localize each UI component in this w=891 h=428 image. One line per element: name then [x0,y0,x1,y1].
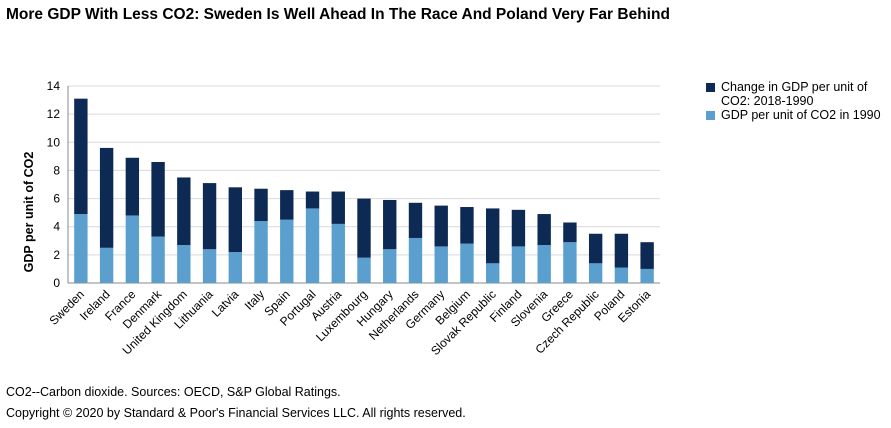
copyright-note: Copyright © 2020 by Standard & Poor's Fi… [6,406,466,420]
bar-base-czech-republic [588,263,603,283]
bar-change-austria [331,191,345,224]
legend-swatch-change [706,83,715,92]
bar-change-portugal [305,191,320,209]
legend-item-change: Change in GDP per unit of CO2: 2018-1990 [706,80,891,108]
y-tick-label: 4 [53,220,60,234]
bar-base-poland [614,267,629,283]
chart-title: More GDP With Less CO2: Sweden Is Well A… [6,6,670,23]
bar-base-italy [254,221,268,283]
bar-change-germany [434,205,448,247]
bar-change-czech-republic [588,233,603,264]
bar-base-belgium [460,243,474,283]
bar-change-hungary [383,199,397,250]
bar-base-slovenia [537,245,551,283]
y-tick-label: 2 [53,248,60,262]
legend-label-change: Change in GDP per unit of CO2: 2018-1990 [721,80,868,108]
bar-base-latvia [228,252,242,283]
bar-base-spain [280,219,294,283]
y-tick-label: 10 [47,135,61,149]
x-tick-label: Sweden [46,287,87,328]
y-tick-label: 0 [53,276,60,290]
bar-base-finland [511,246,526,283]
bar-change-lithuania [202,183,217,250]
bar-base-greece [563,242,577,283]
bar-change-denmark [151,161,165,237]
bar-base-luxembourg [357,257,371,283]
bar-change-netherlands [408,202,423,238]
bar-base-france [125,215,140,283]
bar-change-france [125,157,140,216]
bar-base-united-kingdom [177,245,191,283]
legend-label-base: GDP per unit of CO2 in 1990 [721,108,881,122]
y-tick-label: 12 [47,107,61,121]
bar-base-estonia [640,268,654,283]
bar-change-italy [254,188,268,222]
bar-change-belgium [460,207,474,244]
legend: Change in GDP per unit of CO2: 2018-1990… [706,80,891,122]
bar-base-hungary [383,249,397,283]
bar-change-sweden [74,98,88,215]
bar-base-slovak-republic [486,263,500,283]
bar-change-slovak-republic [486,208,500,264]
bar-change-spain [280,190,294,220]
bar-base-germany [434,246,448,283]
bars [74,98,654,283]
bar-change-poland [614,233,629,268]
bar-base-lithuania [202,249,217,283]
source-note: CO2--Carbon dioxide. Sources: OECD, S&P … [6,385,341,399]
bar-change-greece [563,222,577,243]
x-tick-label: Latvia [209,287,242,320]
bar-change-ireland [99,147,114,248]
y-tick-label: 8 [53,163,60,177]
y-axis-label: GDP per unit of CO2 [22,152,36,273]
bar-change-estonia [640,242,654,269]
bar-change-latvia [228,187,242,253]
bar-change-united-kingdom [177,177,191,246]
legend-swatch-base [706,111,715,120]
bar-base-sweden [74,214,88,283]
bar-base-netherlands [408,237,423,283]
y-axis-ticks: 0 2 4 6 8 10 12 14 [47,79,61,290]
bar-base-denmark [151,236,165,283]
bar-base-austria [331,223,345,283]
y-tick-label: 14 [47,79,61,93]
legend-item-base: GDP per unit of CO2 in 1990 [706,108,891,122]
bar-change-finland [511,209,526,247]
y-tick-label: 6 [53,192,60,206]
bar-change-luxembourg [357,198,371,258]
bar-base-portugal [305,208,320,283]
stacked-bar-chart: 0 2 4 6 8 10 12 14 SwedenIrelandFranceDenmarkUn… [22,79,660,358]
bar-base-ireland [99,247,114,283]
bar-change-slovenia [537,214,551,246]
